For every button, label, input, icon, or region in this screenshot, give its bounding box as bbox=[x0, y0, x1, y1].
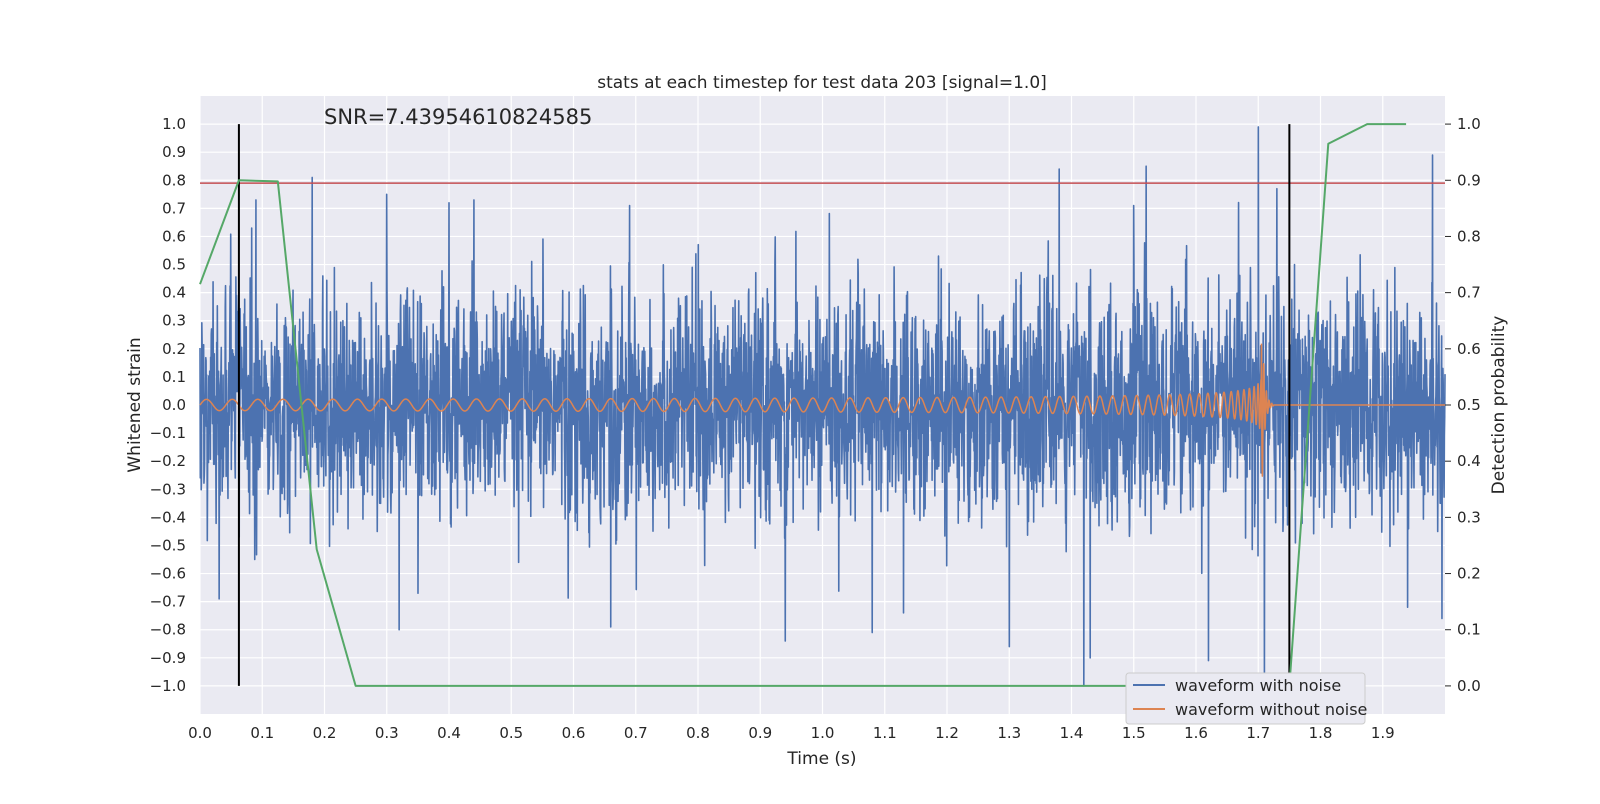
y2-tick-label: 0.0 bbox=[1457, 677, 1481, 695]
y-tick-label: 0.0 bbox=[162, 396, 186, 414]
x-tick-label: 0.9 bbox=[748, 724, 772, 742]
series-waveform-with-noise bbox=[199, 126, 1446, 687]
x-tick-label: 0.6 bbox=[562, 724, 586, 742]
x-tick-label: 0.7 bbox=[624, 724, 648, 742]
y-tick-label: 0.3 bbox=[162, 312, 186, 330]
series-waveform-without-noise bbox=[199, 343, 1446, 477]
y-tick-label: −0.8 bbox=[150, 621, 186, 639]
y2-tick-label: 1.0 bbox=[1457, 115, 1481, 133]
x-tick-label: 1.2 bbox=[935, 724, 959, 742]
y-tick-label: −0.4 bbox=[150, 508, 186, 526]
legend-label-clean: waveform without noise bbox=[1175, 700, 1367, 719]
legend-box bbox=[1125, 672, 1366, 725]
y2-axis-label: Detection probability bbox=[1489, 316, 1509, 495]
x-tick-label: 1.8 bbox=[1309, 724, 1333, 742]
legend: waveform with noise waveform without noi… bbox=[1125, 672, 1367, 725]
x-tick-label: 1.5 bbox=[1122, 724, 1146, 742]
x-tick-label: 1.4 bbox=[1060, 724, 1084, 742]
x-tick-label: 0.5 bbox=[499, 724, 523, 742]
x-tick-label: 0.3 bbox=[375, 724, 399, 742]
y-tick-label: 0.4 bbox=[162, 284, 186, 302]
y-tick-label: −0.7 bbox=[150, 593, 186, 611]
y2-tick-label: 0.2 bbox=[1457, 565, 1481, 583]
y-tick-label: 0.8 bbox=[162, 171, 186, 189]
y2-tick-label: 0.3 bbox=[1457, 508, 1481, 526]
y2-tick-label: 0.1 bbox=[1457, 621, 1481, 639]
data-layer bbox=[199, 123, 1446, 687]
y-axis-label: Whitened strain bbox=[125, 337, 145, 472]
tick-labels: 0.0 0.1 0.2 0.3 0.4 0.5 0.6 0.7 0.8 0.9 1.0 1.1 1.2 1… bbox=[150, 115, 1481, 742]
y-tick-label: −0.9 bbox=[150, 649, 186, 667]
x-tick-label: 0.1 bbox=[250, 724, 274, 742]
x-tick-label: 0.4 bbox=[437, 724, 461, 742]
y2-tick-label: 0.5 bbox=[1457, 396, 1481, 414]
y2-tick-label: 0.6 bbox=[1457, 340, 1481, 358]
x-tick-label: 1.6 bbox=[1184, 724, 1208, 742]
y-tick-label: 0.1 bbox=[162, 368, 186, 386]
y-tick-label: 0.2 bbox=[162, 340, 186, 358]
x-tick-label: 0.2 bbox=[313, 724, 337, 742]
y2-tick-label: 0.9 bbox=[1457, 171, 1481, 189]
y-tick-label: 0.7 bbox=[162, 199, 186, 217]
snr-annotation: SNR=7.43954610824585 bbox=[324, 105, 592, 129]
y-tick-label: −0.3 bbox=[150, 480, 186, 498]
x-tick-label: 0.8 bbox=[686, 724, 710, 742]
x-tick-label: 1.7 bbox=[1246, 724, 1270, 742]
y-tick-label: −0.2 bbox=[150, 452, 186, 470]
y-tick-label: 0.5 bbox=[162, 256, 186, 274]
y-tick-label: 0.6 bbox=[162, 227, 186, 245]
series-detection-probability bbox=[199, 123, 1407, 687]
x-tick-label: 1.3 bbox=[997, 724, 1021, 742]
x-tick-label: 1.9 bbox=[1371, 724, 1395, 742]
y-tick-label: 1.0 bbox=[162, 115, 186, 133]
x-axis-label: Time (s) bbox=[786, 749, 856, 769]
x-tick-label: 1.1 bbox=[873, 724, 897, 742]
y-tick-label: −0.5 bbox=[150, 536, 186, 554]
legend-label-noise: waveform with noise bbox=[1175, 676, 1341, 695]
y-tick-label: −0.6 bbox=[150, 565, 186, 583]
y-tick-label: −0.1 bbox=[150, 424, 186, 442]
y2-tick-label: 0.7 bbox=[1457, 284, 1481, 302]
y2-tick-label: 0.4 bbox=[1457, 452, 1481, 470]
x-tick-label: 0.0 bbox=[188, 724, 212, 742]
y2-tick-label: 0.8 bbox=[1457, 227, 1481, 245]
x-tick-label: 1.0 bbox=[811, 724, 835, 742]
chart-title: stats at each timestep for test data 203… bbox=[597, 73, 1047, 93]
y-tick-label: 0.9 bbox=[162, 143, 186, 161]
y-tick-label: −1.0 bbox=[150, 677, 186, 695]
